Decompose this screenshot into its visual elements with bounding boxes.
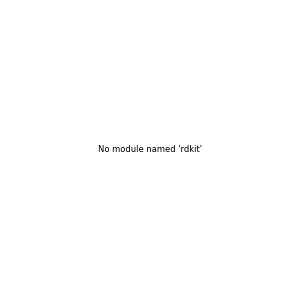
Text: No module named 'rdkit': No module named 'rdkit' [98, 146, 202, 154]
